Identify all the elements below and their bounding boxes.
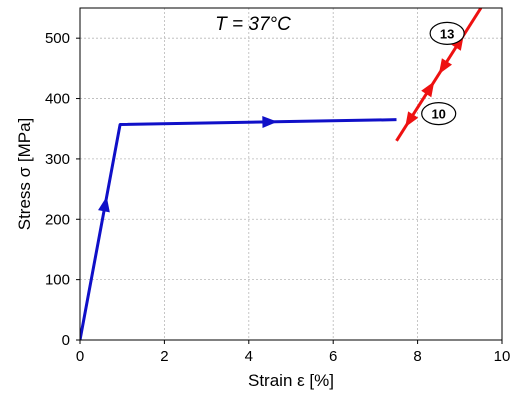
series-group xyxy=(80,8,483,340)
grid xyxy=(80,8,502,340)
label-bubble-13 xyxy=(429,21,465,45)
label-bubble-text-10: 10 xyxy=(431,107,445,122)
y-tick-label: 300 xyxy=(45,151,70,168)
y-tick-label: 0 xyxy=(62,332,70,349)
y-tick-label: 500 xyxy=(45,30,70,47)
plot-frame xyxy=(79,7,503,341)
y-tick-label: 200 xyxy=(45,211,70,228)
arrow-head xyxy=(405,111,419,128)
temperature-annotation: T = 37°C xyxy=(215,14,291,35)
x-axis-title: Strain ε [%] xyxy=(248,371,334,390)
arrow-head xyxy=(421,81,435,98)
arrow-head xyxy=(98,196,110,213)
x-tick-label: 10 xyxy=(494,348,511,365)
y-tick-label: 400 xyxy=(45,91,70,108)
x-tick-label: 6 xyxy=(329,348,337,365)
arrow-head xyxy=(438,58,453,75)
label-bubble-text-13: 13 xyxy=(440,26,454,41)
y-tick-label: 100 xyxy=(45,272,70,289)
x-tick-label: 0 xyxy=(76,348,84,365)
x-tick-label: 4 xyxy=(245,348,253,365)
x-tick-label: 2 xyxy=(160,348,168,365)
plot-series: 13 10 xyxy=(80,8,483,340)
arrow-head xyxy=(262,116,278,129)
x-tick-label: 8 xyxy=(413,348,421,365)
label-bubble-10 xyxy=(421,102,457,126)
series-line-0 xyxy=(80,118,397,340)
y-axis-title: Stress σ [MPa] xyxy=(15,118,34,231)
